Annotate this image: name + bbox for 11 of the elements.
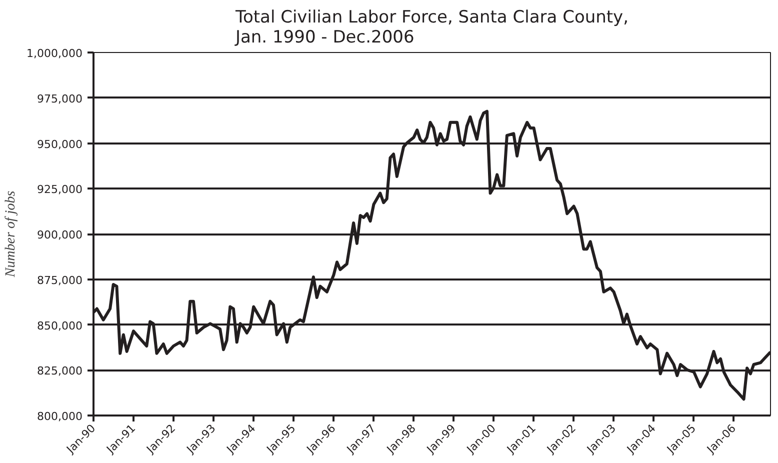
y-tick-label: 825,000 bbox=[37, 364, 83, 378]
y-tick-label: 925,000 bbox=[37, 183, 83, 196]
y-tick-label: 800,000 bbox=[37, 410, 83, 423]
y-tick-label: 850,000 bbox=[37, 319, 83, 332]
y-tick-label: 950,000 bbox=[37, 138, 83, 151]
y-tick-label: 1,000,000 bbox=[26, 47, 82, 60]
y-axis-title: Number of jobs bbox=[4, 190, 19, 278]
chart-title: Total Civilian Labor Force, Santa Clara County, Jan. 1990 - Dec.2006 bbox=[234, 8, 629, 48]
y-tick-label: 875,000 bbox=[37, 274, 83, 287]
y-tick-label: 900,000 bbox=[37, 228, 83, 242]
y-tick-label: 975,000 bbox=[37, 92, 83, 106]
